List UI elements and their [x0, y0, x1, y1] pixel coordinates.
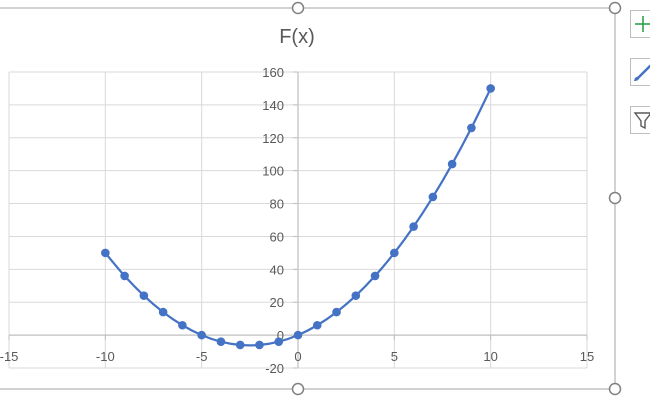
x-tick-label: -10	[96, 349, 115, 364]
y-tick-label: 0	[277, 328, 284, 343]
data-point	[158, 307, 168, 317]
x-tick-label: 0	[294, 349, 301, 364]
data-point	[120, 271, 129, 281]
chart-elements-icon	[635, 16, 650, 32]
data-point	[101, 248, 110, 258]
data-point	[370, 271, 380, 281]
data-point	[351, 291, 361, 300]
data-point	[139, 291, 149, 300]
resize-handle-top[interactable]	[291, 1, 305, 15]
y-tick-label: 60	[270, 229, 284, 244]
chart-selection-frame	[0, 1, 622, 396]
data-point	[274, 337, 284, 346]
y-tick-label: 140	[262, 98, 284, 113]
chart-title: F(x)	[279, 26, 315, 48]
data-point	[467, 123, 476, 133]
y-tick-label: 100	[262, 164, 284, 179]
resize-handle-bottom-right[interactable]	[608, 382, 622, 396]
data-point	[486, 84, 495, 93]
chart-styles-icon	[634, 64, 650, 81]
y-tick-label: 20	[270, 295, 284, 310]
x-tick-label: -5	[196, 349, 208, 364]
data-point	[428, 192, 438, 202]
data-point	[332, 307, 341, 317]
data-point	[197, 330, 206, 340]
y-tick-label: 80	[270, 197, 284, 212]
chart-styles-button[interactable]	[630, 58, 650, 86]
data-point	[235, 340, 245, 350]
data-point	[255, 340, 264, 350]
resize-handle-right[interactable]	[608, 191, 622, 205]
data-point	[390, 248, 399, 258]
data-point	[409, 222, 418, 231]
chart-filters-icon	[633, 112, 650, 130]
chart-filters-button[interactable]	[630, 106, 650, 134]
resize-handle-top-right[interactable]	[608, 1, 622, 15]
y-tick-label: 160	[262, 65, 284, 80]
data-point	[216, 337, 226, 346]
data-point	[178, 320, 187, 330]
series	[101, 84, 495, 350]
data-point	[447, 159, 457, 169]
data-point	[293, 330, 303, 340]
y-tick-label: 40	[270, 262, 284, 277]
x-tick-label: 10	[483, 349, 497, 364]
y-tick-label: 120	[262, 131, 284, 146]
x-tick-label: -15	[0, 349, 18, 364]
x-tick-label: 5	[391, 349, 398, 364]
y-tick-label: -20	[265, 361, 284, 376]
chart-elements-button[interactable]	[630, 10, 650, 38]
resize-handle-bottom[interactable]	[291, 382, 305, 396]
axes	[8, 71, 588, 369]
x-tick-label: 15	[580, 349, 594, 364]
data-point	[312, 320, 322, 330]
tick-labels: -15 -10 -5 0 5 10 15 -20 0 20 40 60 80 100 120 140 160	[0, 65, 594, 376]
